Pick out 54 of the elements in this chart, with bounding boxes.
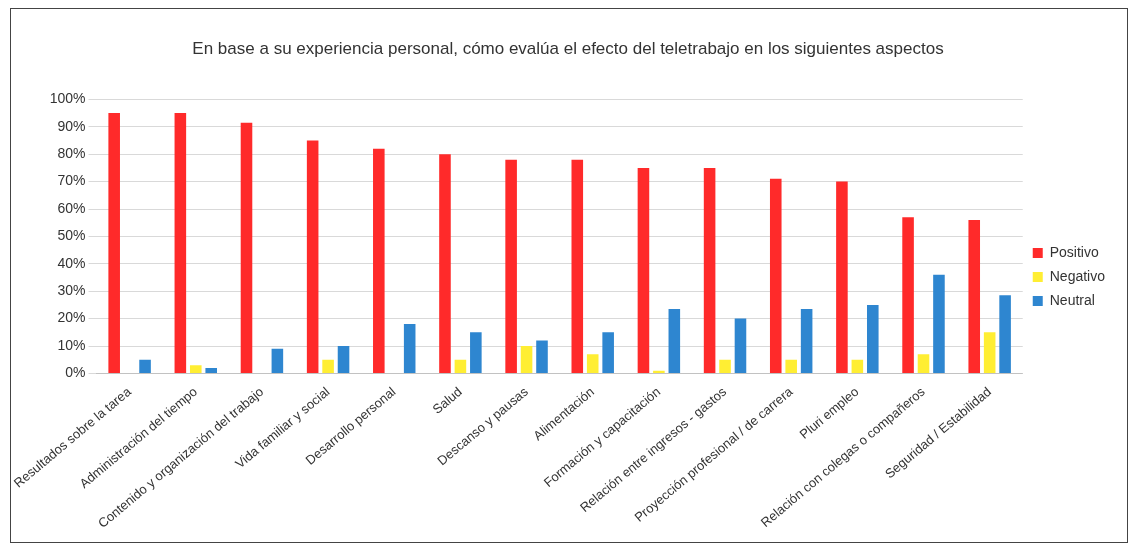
y-tick-label: 90% xyxy=(57,117,86,134)
bar xyxy=(653,370,665,373)
bar xyxy=(520,346,533,373)
bar xyxy=(322,359,334,373)
y-tick-label: 20% xyxy=(57,309,86,326)
y-tick-label: 30% xyxy=(57,282,86,299)
bar xyxy=(373,148,385,373)
bar xyxy=(668,309,681,373)
bar xyxy=(983,332,996,373)
bar xyxy=(933,274,945,373)
bar xyxy=(174,113,187,373)
bar xyxy=(403,324,416,373)
bar xyxy=(968,219,981,373)
y-tick-label: 70% xyxy=(57,172,86,189)
bar xyxy=(139,359,151,373)
bar xyxy=(439,154,451,373)
bar xyxy=(637,167,650,373)
chart-title: En base a su experiencia personal, cómo evalúa el efecto del teletrabajo en los siguientes aspectos xyxy=(192,38,944,58)
y-tick-label: 60% xyxy=(57,199,86,216)
bar xyxy=(189,365,202,373)
y-tick-label: 100% xyxy=(49,90,86,107)
bar xyxy=(800,309,813,373)
legend-label: Negativo xyxy=(1049,267,1106,284)
bar xyxy=(734,318,747,373)
y-tick-label: 0% xyxy=(65,364,86,381)
y-tick-label: 40% xyxy=(57,254,86,271)
bar xyxy=(271,348,284,373)
bar xyxy=(108,113,120,373)
bar xyxy=(454,359,467,373)
y-tick-label: 10% xyxy=(57,336,86,353)
bar xyxy=(240,122,253,373)
bar xyxy=(785,359,797,373)
bar xyxy=(205,367,217,373)
y-tick-label: 50% xyxy=(57,227,86,244)
bar xyxy=(851,359,864,373)
bar xyxy=(505,159,517,373)
bar xyxy=(836,181,848,373)
legend-label: Positivo xyxy=(1049,243,1099,260)
bar xyxy=(719,359,731,373)
bar xyxy=(571,159,584,373)
bar xyxy=(586,354,599,373)
bar xyxy=(470,332,482,373)
bar xyxy=(999,295,1011,373)
bar xyxy=(602,332,614,373)
bar xyxy=(536,340,548,373)
bar xyxy=(703,167,716,373)
bar xyxy=(769,178,782,373)
bar xyxy=(337,346,350,373)
bar xyxy=(306,140,319,373)
bar xyxy=(867,304,879,373)
y-tick-label: 80% xyxy=(57,145,86,162)
legend-label: Neutral xyxy=(1049,291,1095,308)
bar xyxy=(902,217,914,373)
bar xyxy=(917,354,930,373)
